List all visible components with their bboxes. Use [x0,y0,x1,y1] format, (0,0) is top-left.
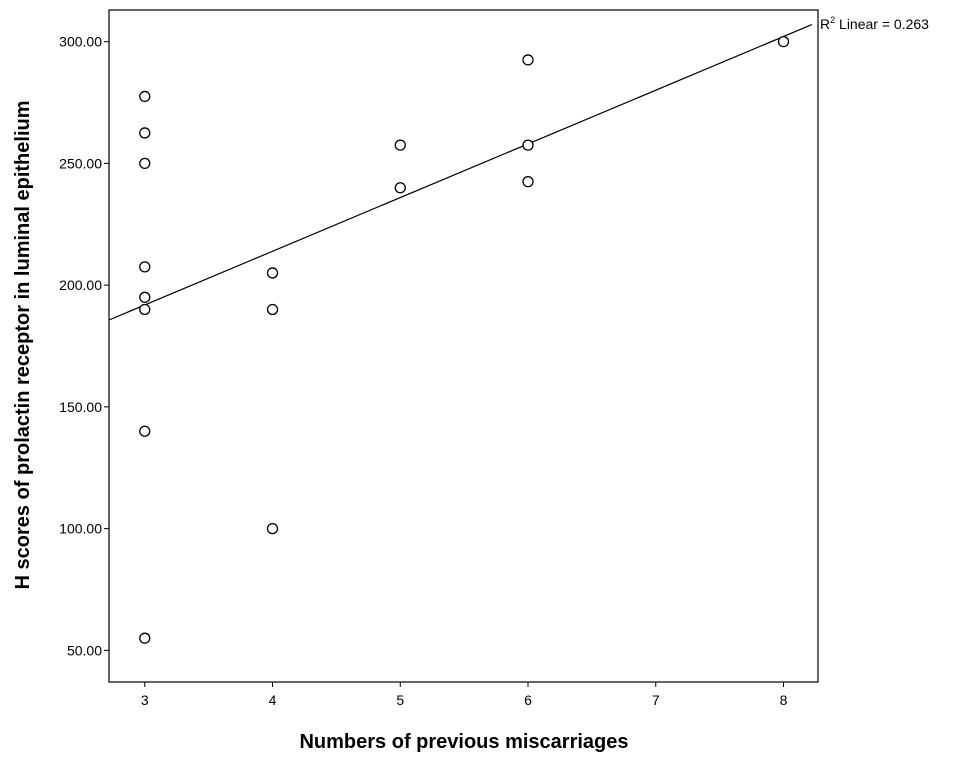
data-point [777,36,790,48]
fit-label-r: R [820,16,830,32]
data-point [139,303,151,316]
x-axis-title: Numbers of previous miscarriages [299,731,628,753]
data-point [266,522,279,535]
x-tick-label: 8 [780,692,788,708]
x-tick-label: 4 [269,692,277,708]
data-points [139,36,790,644]
y-axis-title: H scores of prolactin receptor in lumina… [12,101,34,590]
data-point [394,182,406,194]
fit-label-text: Linear = 0.263 [835,16,929,32]
data-point [522,139,534,151]
y-tick-label: 300.00 [59,34,102,50]
data-point [139,157,151,170]
data-point [266,303,279,316]
data-point [522,54,534,66]
plot-frame [108,9,819,683]
x-tick-label: 5 [396,692,404,708]
y-axis-ticks: 50.00 100.00 150.00 200.00 250.00 300.00 [59,34,109,658]
x-tick-label: 3 [141,692,149,708]
x-tick-label: 6 [524,692,532,708]
y-tick-label: 50.00 [67,642,102,658]
data-point [394,139,406,151]
data-point [139,261,151,273]
y-tick-label: 200.00 [59,277,102,293]
data-point [139,291,151,303]
y-tick-label: 250.00 [59,155,102,171]
x-tick-label: 7 [652,692,660,708]
data-point [139,425,151,437]
y-tick-label: 100.00 [59,521,102,537]
fit-label-superscript: 2 [830,15,835,25]
y-tick-label: 150.00 [59,399,102,415]
data-point [266,267,279,279]
data-point [139,127,151,139]
data-point [139,632,151,644]
x-axis-ticks: 3 4 5 6 7 8 [141,682,788,708]
linear-fit-line [108,24,813,321]
fit-line-label: R2 Linear = 0.263 [820,15,929,32]
data-point [139,90,151,103]
data-point [522,176,534,188]
